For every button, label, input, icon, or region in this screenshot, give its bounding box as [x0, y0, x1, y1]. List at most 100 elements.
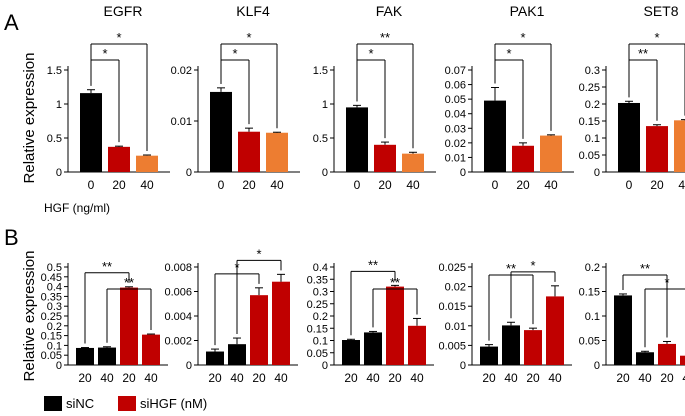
x-tick-label: 20 [616, 371, 630, 385]
bar [540, 135, 562, 172]
sig-label: * [232, 46, 237, 61]
bar [98, 347, 116, 365]
bar [646, 126, 668, 172]
y-tick-label: 0 [594, 167, 600, 179]
bar [238, 131, 260, 172]
sig-label: * [116, 30, 121, 45]
y-tick-label: 0.5 [313, 133, 328, 145]
x-tick-label: 40 [638, 371, 652, 385]
y-tick-label: 0.2 [585, 99, 600, 111]
x-tick-label: 0 [492, 178, 499, 192]
y-tick-label: 1.5 [313, 65, 328, 77]
x-tick-label: 40 [274, 371, 288, 385]
y-tick-label: 0.06 [445, 80, 466, 92]
legend-swatch-sihgf [118, 396, 136, 411]
legend: siNC siHGF (nM) [44, 396, 207, 411]
chart-title: KLF4 [236, 3, 270, 19]
bar [618, 102, 640, 172]
y-tick-label: 0.015 [438, 301, 466, 313]
y-tick-label: 0.35 [41, 291, 62, 303]
x-tick-label: 0 [218, 178, 225, 192]
y-tick-label: 0.07 [445, 65, 466, 77]
x-tick-label: 40 [366, 371, 380, 385]
y-tick-label: 0.006 [164, 287, 192, 299]
bar [408, 325, 426, 365]
y-tick-label: 0 [186, 360, 192, 372]
y-tick-label: 0.025 [438, 262, 466, 274]
bar [512, 145, 534, 172]
bar [228, 344, 246, 365]
x-tick-label: 20 [526, 371, 540, 385]
y-tick-label: 0.3 [313, 287, 328, 299]
x-tick-label: 40 [144, 371, 158, 385]
y-tick-label: 0 [56, 360, 62, 372]
panel-label-a: A [4, 10, 19, 35]
bar [674, 120, 685, 172]
chart-title: SET8 [643, 3, 678, 19]
y-tick-label: 0.2 [47, 321, 62, 333]
y-tick-label: 0.005 [438, 340, 466, 352]
x-tick-label: 40 [410, 371, 424, 385]
y-tick-label: 0.02 [445, 138, 466, 150]
x-tick-label: 40 [504, 371, 518, 385]
panel-label-b: B [4, 225, 19, 250]
sig-label: * [654, 30, 659, 45]
bar [636, 352, 654, 365]
sig-label: * [520, 30, 525, 45]
x-tick-label: 20 [660, 371, 674, 385]
x-tick-label: 20 [78, 371, 92, 385]
chart-title: PAK1 [510, 3, 545, 19]
bar [546, 296, 564, 365]
bar [142, 334, 160, 365]
chart-a-klf4: KLF4 0 0.01 0.02 0 20 40 * * [171, 3, 300, 192]
y-tick-label: 0.002 [164, 336, 192, 348]
y-tick-label: 0.02 [445, 282, 466, 294]
chart-title: FAK [376, 3, 403, 19]
x-tick-label: 20 [482, 371, 496, 385]
y-tick-label: 0.15 [307, 323, 328, 335]
y-tick-label: 0.05 [307, 348, 328, 360]
bar [346, 107, 368, 172]
sig-label: * [256, 246, 261, 261]
bar [342, 340, 360, 365]
y-tick-label: 0.5 [47, 133, 62, 145]
y-tick-label: 0.03 [445, 123, 466, 135]
x-tick-label: 40 [230, 371, 244, 385]
bar [108, 146, 130, 172]
y-axis-label-a: Relative expression [21, 53, 38, 184]
y-axis-label-b: Relative expression [21, 251, 38, 382]
chart-b-set8: 00.050.10.150.220402040*** [579, 261, 685, 385]
y-tick-label: 0.4 [313, 262, 328, 274]
y-tick-label: 0.008 [164, 262, 192, 274]
y-tick-label: 0.01 [445, 321, 466, 333]
x-tick-label: 0 [626, 178, 633, 192]
x-tick-label: 40 [544, 178, 558, 192]
y-tick-label: 0.5 [47, 262, 62, 274]
x-tick-label: 20 [344, 371, 358, 385]
bar [386, 286, 404, 365]
x-tick-label: 40 [406, 178, 420, 192]
bar [484, 100, 506, 172]
sig-label: * [664, 275, 669, 290]
y-tick-label: 0.1 [313, 336, 328, 348]
y-tick-label: 0.25 [307, 299, 328, 311]
x-tick-label: 20 [208, 371, 222, 385]
y-tick-label: 0.25 [579, 82, 600, 94]
x-tick-label: 0 [354, 178, 361, 192]
y-tick-label: 0.05 [445, 94, 466, 106]
y-tick-label: 1 [322, 99, 328, 111]
y-tick-label: 0.2 [313, 311, 328, 323]
x-tick-label: 20 [388, 371, 402, 385]
x-tick-label: 40 [100, 371, 114, 385]
y-tick-label: 0.1 [47, 340, 62, 352]
y-tick-label: 0.01 [171, 116, 192, 128]
y-tick-label: 0.004 [164, 311, 192, 323]
x-tick-label: 20 [378, 178, 392, 192]
bar [524, 330, 542, 365]
sig-label: ** [390, 275, 400, 290]
x-tick-label: 20 [242, 178, 256, 192]
y-tick-label: 0.01 [445, 152, 466, 164]
chart-b-fak: 00.050.10.150.20.250.30.350.4 20 40 20 40 ** *… [307, 257, 434, 385]
